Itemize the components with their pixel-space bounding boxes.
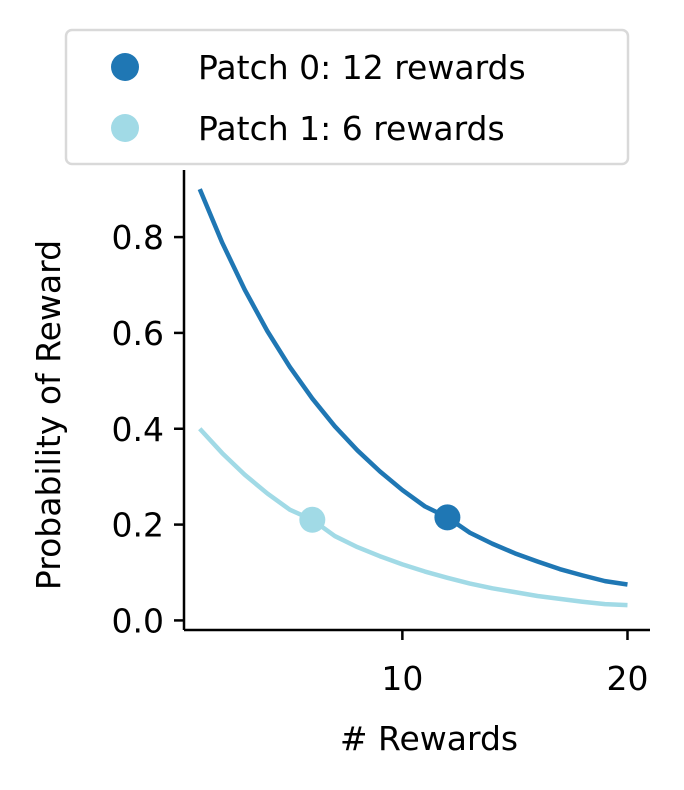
y-tick-label: 0.2: [112, 506, 164, 545]
series-line-patch-1: [198, 427, 628, 608]
legend-box: [64, 28, 630, 166]
legend-marker-patch-1: [111, 114, 139, 142]
y-tick-label: 0.0: [112, 601, 164, 640]
series-line-patch-0: [197, 188, 628, 587]
x-tick-label: 10: [381, 659, 423, 698]
x-axis-label: # Rewards: [340, 719, 518, 758]
axes: 10 20 0.0 0.2 0.4 0.6 0.8 # Rewards Probabili…: [29, 170, 650, 758]
series-point-patch-0: [434, 504, 461, 531]
plot-area: [197, 188, 628, 608]
y-tick-label: 0.8: [112, 218, 164, 257]
series-point-patch-1: [299, 506, 326, 533]
legend-label-patch-0: Patch 0: 12 rewards: [198, 48, 526, 87]
y-tick-label: 0.4: [112, 410, 164, 449]
x-tick-label: 20: [606, 659, 648, 698]
y-tick-label: 0.6: [112, 314, 164, 353]
y-axis-label: Probability of Reward: [29, 240, 68, 590]
legend: Patch 0: 12 rewards Patch 1: 6 rewards: [64, 28, 630, 166]
legend-label-patch-1: Patch 1: 6 rewards: [198, 109, 505, 148]
legend-marker-patch-0: [111, 53, 139, 81]
x-ticks: 10 20: [381, 630, 648, 698]
y-ticks: 0.0 0.2 0.4 0.6 0.8: [112, 218, 184, 640]
